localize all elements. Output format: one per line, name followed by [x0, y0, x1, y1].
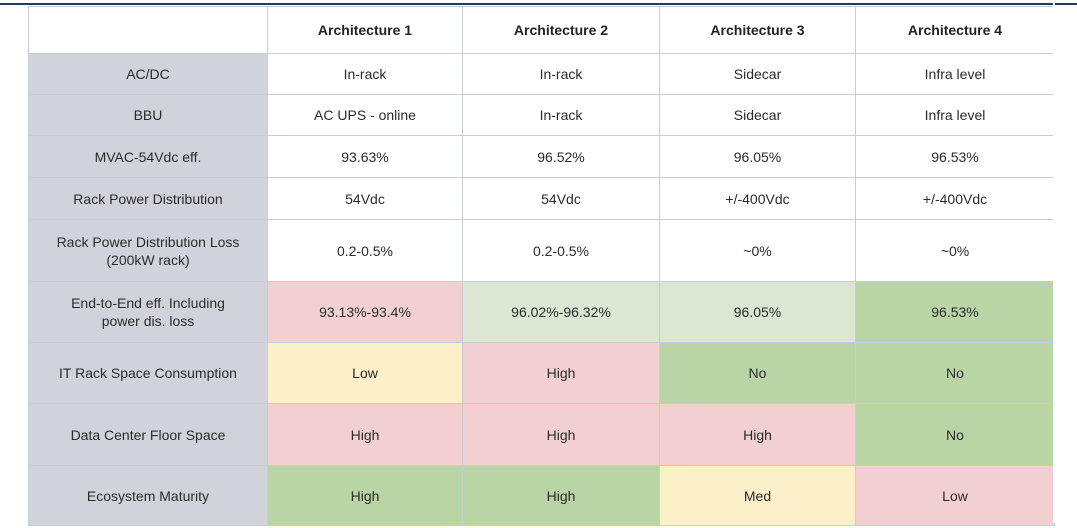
table-cell: Sidecar	[659, 94, 856, 136]
table-cell: Sidecar	[659, 53, 856, 95]
corner-cell	[28, 6, 268, 54]
table-cell: 54Vdc	[267, 177, 463, 220]
row-label-it-rack-space: IT Rack Space Consumption	[28, 342, 268, 404]
table-cell: AC UPS - online	[267, 94, 463, 136]
header-architecture-2: Architecture 2	[462, 6, 660, 54]
table-cell: 96.05%	[659, 135, 856, 178]
table-cell: Infra level	[855, 53, 1055, 95]
table-cell: ~0%	[659, 219, 856, 282]
table-cell: +/-400Vdc	[855, 177, 1055, 220]
table-cell: 96.02%-96.32%	[462, 281, 660, 343]
table-row: Ecosystem Maturity High High Med Low	[28, 465, 1055, 526]
table-row: Rack Power Distribution Loss (200kW rack…	[28, 219, 1055, 282]
table-cell: High	[462, 465, 660, 526]
row-label-rack-power-distribution: Rack Power Distribution	[28, 177, 268, 220]
table-row: AC/DC In-rack In-rack Sidecar Infra leve…	[28, 53, 1055, 95]
table-cell: High	[267, 465, 463, 526]
row-label-ecosystem-maturity: Ecosystem Maturity	[28, 465, 268, 526]
table-cell: ~0%	[855, 219, 1055, 282]
table-row: Rack Power Distribution 54Vdc 54Vdc +/-4…	[28, 177, 1055, 220]
table-cell: 93.13%-93.4%	[267, 281, 463, 343]
table-cell: 0.2-0.5%	[267, 219, 463, 282]
table-row: IT Rack Space Consumption Low High No No	[28, 342, 1055, 404]
table-cell: Low	[267, 342, 463, 404]
table-row: Data Center Floor Space High High High N…	[28, 403, 1055, 466]
table-cell: 96.05%	[659, 281, 856, 343]
table-row: End-to-End eff. Including power dis. los…	[28, 281, 1055, 343]
table-cell: 96.53%	[855, 135, 1055, 178]
row-label-bbu: BBU	[28, 94, 268, 136]
table-cell: High	[267, 403, 463, 466]
table-row: MVAC-54Vdc eff. 93.63% 96.52% 96.05% 96.…	[28, 135, 1055, 178]
table-cell: No	[855, 403, 1055, 466]
row-label-end-to-end-eff: End-to-End eff. Including power dis. los…	[28, 281, 268, 343]
header-row: Architecture 1 Architecture 2 Architectu…	[28, 6, 1055, 54]
table-cell: High	[462, 403, 660, 466]
row-label-mvac-eff: MVAC-54Vdc eff.	[28, 135, 268, 178]
header-architecture-4: Architecture 4	[855, 6, 1055, 54]
table-cell: High	[462, 342, 660, 404]
table-cell: Low	[855, 465, 1055, 526]
table-cell: High	[659, 403, 856, 466]
row-label-ac-dc: AC/DC	[28, 53, 268, 95]
row-label-text: End-to-End eff. Including power dis. los…	[71, 295, 225, 329]
table-cell: In-rack	[462, 53, 660, 95]
table-cell: In-rack	[462, 94, 660, 136]
top-border-line	[0, 3, 1077, 5]
table-cell: 96.52%	[462, 135, 660, 178]
right-edge-mask	[1053, 3, 1055, 523]
table-cell: Infra level	[855, 94, 1055, 136]
table-cell: 0.2-0.5%	[462, 219, 660, 282]
table-cell: Med	[659, 465, 856, 526]
table-cell: No	[855, 342, 1055, 404]
header-architecture-1: Architecture 1	[267, 6, 463, 54]
header-architecture-3: Architecture 3	[659, 6, 856, 54]
row-label-floor-space: Data Center Floor Space	[28, 403, 268, 466]
row-label-text: Rack Power Distribution Loss (200kW rack…	[56, 233, 240, 268]
table-cell: 96.53%	[855, 281, 1055, 343]
table-cell: +/-400Vdc	[659, 177, 856, 220]
architecture-comparison-table: Architecture 1 Architecture 2 Architectu…	[28, 6, 1055, 526]
table-row: BBU AC UPS - online In-rack Sidecar Infr…	[28, 94, 1055, 136]
table-cell: In-rack	[267, 53, 463, 95]
table-cell: 93.63%	[267, 135, 463, 178]
row-label-distribution-loss: Rack Power Distribution Loss (200kW rack…	[28, 219, 268, 282]
table-cell: 54Vdc	[462, 177, 660, 220]
table-cell: No	[659, 342, 856, 404]
